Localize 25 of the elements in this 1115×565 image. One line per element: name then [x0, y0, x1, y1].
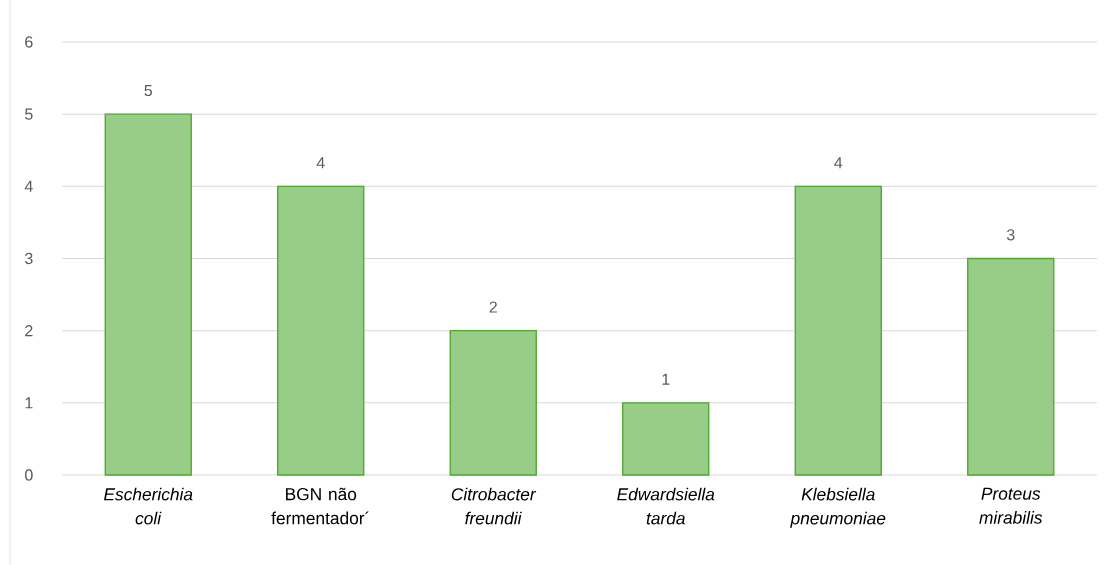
- data-label: 1: [662, 373, 670, 385]
- bar: [449, 330, 537, 476]
- x-tick-label: Citrobacter freundii: [451, 487, 537, 525]
- x-tick-label: Edwardsiella tarda: [617, 487, 715, 525]
- y-tick-label: 1: [25, 397, 33, 409]
- data-label: 3: [1006, 229, 1015, 241]
- data-label: 4: [316, 157, 325, 169]
- y-tick-label: 5: [25, 108, 33, 120]
- y-tick-label: 3: [25, 252, 33, 265]
- bar: [967, 257, 1055, 476]
- bar: [794, 185, 882, 476]
- bar: [622, 402, 710, 476]
- x-tick-label: Proteus mirabilis: [979, 487, 1043, 524]
- y-tick-label: 2: [25, 325, 33, 337]
- bar: [104, 113, 192, 476]
- x-tick-label: Klebsiella pneumoniae: [790, 487, 886, 528]
- data-label: 5: [144, 84, 153, 97]
- data-label: 4: [834, 157, 843, 169]
- y-tick-label: 6: [25, 36, 33, 48]
- x-tick-label: BGN não fermentador´: [271, 487, 369, 525]
- bar: [277, 185, 365, 476]
- x-tick-label: Escherichia coli: [104, 487, 193, 525]
- data-label: 2: [489, 301, 497, 313]
- y-tick-label: 0: [25, 469, 33, 481]
- y-tick-label: 4: [24, 180, 33, 192]
